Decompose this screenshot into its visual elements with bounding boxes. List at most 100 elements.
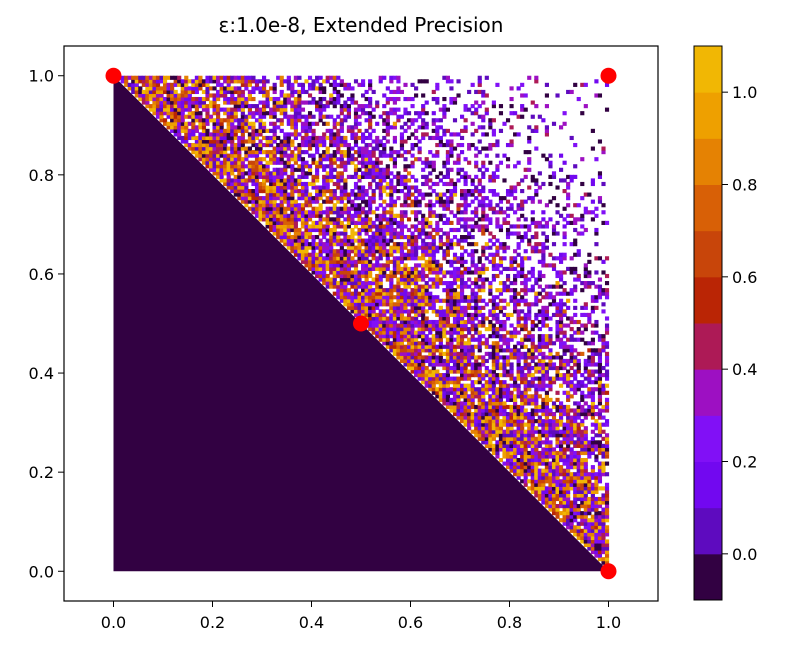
noise-cell (180, 86, 185, 91)
noise-cell (544, 479, 549, 484)
noise-cell (516, 458, 521, 463)
noise-cell (237, 79, 242, 84)
noise-cell (300, 128, 306, 133)
noise-cell (523, 284, 528, 289)
noise-cell (421, 291, 426, 296)
noise-cell (382, 266, 387, 272)
noise-cell (251, 89, 256, 95)
noise-cell (205, 150, 210, 155)
noise-cell (389, 288, 394, 293)
noise-cell (233, 104, 238, 109)
noise-cell (177, 128, 182, 133)
noise-cell (350, 231, 355, 236)
noise-cell (269, 203, 274, 208)
noise-cell (470, 348, 475, 353)
noise-cell (403, 167, 408, 172)
noise-cell (336, 270, 341, 275)
noise-cell (551, 401, 557, 406)
noise-cell (346, 259, 351, 264)
noise-cell (353, 206, 359, 211)
noise-cell (272, 167, 277, 172)
noise-cell (523, 288, 528, 293)
noise-cell (187, 121, 192, 126)
noise-cell (481, 231, 486, 236)
noise-cell (523, 167, 528, 172)
noise-cell (421, 231, 426, 236)
noise-cell (262, 128, 267, 133)
noise-cell (424, 344, 429, 349)
noise-cell (449, 242, 454, 247)
noise-cell (477, 288, 482, 293)
noise-cell (467, 277, 472, 282)
noise-cell (233, 142, 238, 148)
noise-cell (244, 118, 249, 123)
noise-cell (258, 86, 263, 91)
noise-cell (495, 362, 500, 367)
noise-cell (262, 189, 267, 194)
noise-cell (406, 351, 412, 356)
noise-cell (452, 277, 458, 282)
noise-cell (481, 341, 486, 346)
noise-cell (208, 93, 214, 98)
noise-cell (456, 415, 461, 420)
noise-cell (505, 373, 511, 378)
noise-cell (484, 256, 489, 261)
noise-cell (513, 447, 518, 452)
noise-cell (392, 121, 397, 126)
noise-cell (442, 312, 447, 318)
noise-cell (414, 344, 419, 349)
noise-cell (237, 121, 242, 126)
noise-cell (491, 408, 496, 413)
noise-cell (307, 75, 313, 80)
noise-cell (520, 341, 525, 346)
noise-cell (498, 323, 504, 328)
noise-cell (329, 242, 334, 247)
noise-cell (336, 121, 341, 126)
noise-cell (495, 217, 500, 222)
noise-cell (417, 273, 422, 279)
noise-cell (244, 203, 249, 208)
noise-cell (527, 440, 532, 445)
noise-cell (530, 319, 535, 325)
noise-cell (537, 496, 542, 502)
noise-cell (520, 107, 525, 112)
noise-cell (223, 142, 228, 148)
noise-cell (336, 259, 341, 264)
noise-cell (385, 327, 390, 332)
noise-cell (410, 344, 415, 349)
noise-cell (262, 150, 267, 155)
noise-cell (279, 206, 284, 211)
noise-cell (449, 146, 454, 151)
noise-cell (530, 373, 535, 378)
noise-cell (396, 281, 401, 286)
noise-cell (442, 316, 447, 321)
noise-cell (382, 270, 387, 275)
noise-cell (505, 189, 511, 194)
noise-cell (403, 199, 408, 204)
noise-cell (145, 75, 150, 80)
noise-cell (537, 351, 542, 356)
noise-cell (509, 312, 514, 318)
noise-cell (495, 373, 500, 378)
noise-cell (226, 125, 231, 130)
noise-cell (541, 263, 546, 268)
noise-cell (315, 252, 320, 257)
noise-cell (431, 167, 436, 172)
noise-cell (498, 327, 504, 332)
noise-cell (481, 249, 486, 254)
noise-cell (265, 224, 270, 229)
noise-cell (537, 277, 542, 282)
noise-cell (452, 252, 458, 257)
noise-cell (240, 96, 245, 102)
noise-cell (223, 167, 228, 172)
noise-cell (343, 281, 348, 286)
noise-cell (194, 114, 199, 119)
noise-cell (364, 213, 369, 218)
noise-cell (410, 341, 415, 346)
noise-cell (403, 337, 408, 342)
noise-cell (311, 96, 316, 102)
noise-cell (346, 245, 351, 250)
noise-cell (201, 160, 207, 165)
noise-cell (297, 164, 302, 169)
noise-cell (177, 121, 182, 126)
